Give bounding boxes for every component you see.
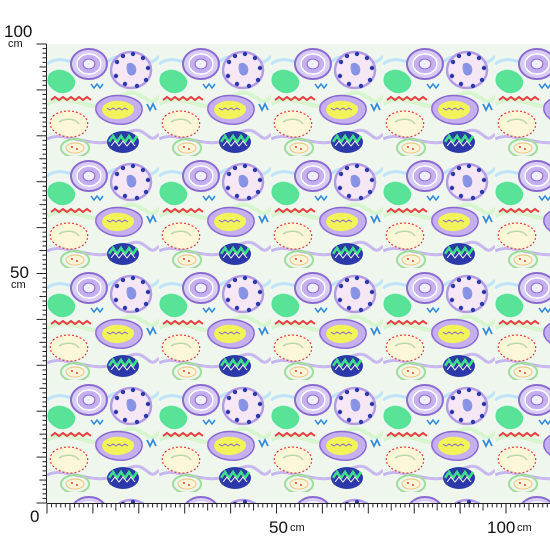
vertical-ruler-top-unit: cm bbox=[8, 38, 23, 50]
ruler-origin-zero: 0 bbox=[30, 507, 40, 526]
horizontal-ruler-mid-unit: cm bbox=[290, 522, 305, 534]
horizontal-ruler-end-value: 100 bbox=[487, 518, 516, 537]
vertical-ruler-mid-value: 50 bbox=[10, 263, 29, 282]
horizontal-ruler-mid-value: 50 bbox=[269, 518, 288, 537]
vertical-ruler-top-value: 100 bbox=[4, 22, 33, 41]
horizontal-ruler-end-unit: cm bbox=[517, 522, 532, 534]
fabric-swatch bbox=[47, 44, 550, 503]
vertical-ruler-mid-unit: cm bbox=[11, 279, 26, 291]
vertical-ruler bbox=[36, 43, 47, 504]
